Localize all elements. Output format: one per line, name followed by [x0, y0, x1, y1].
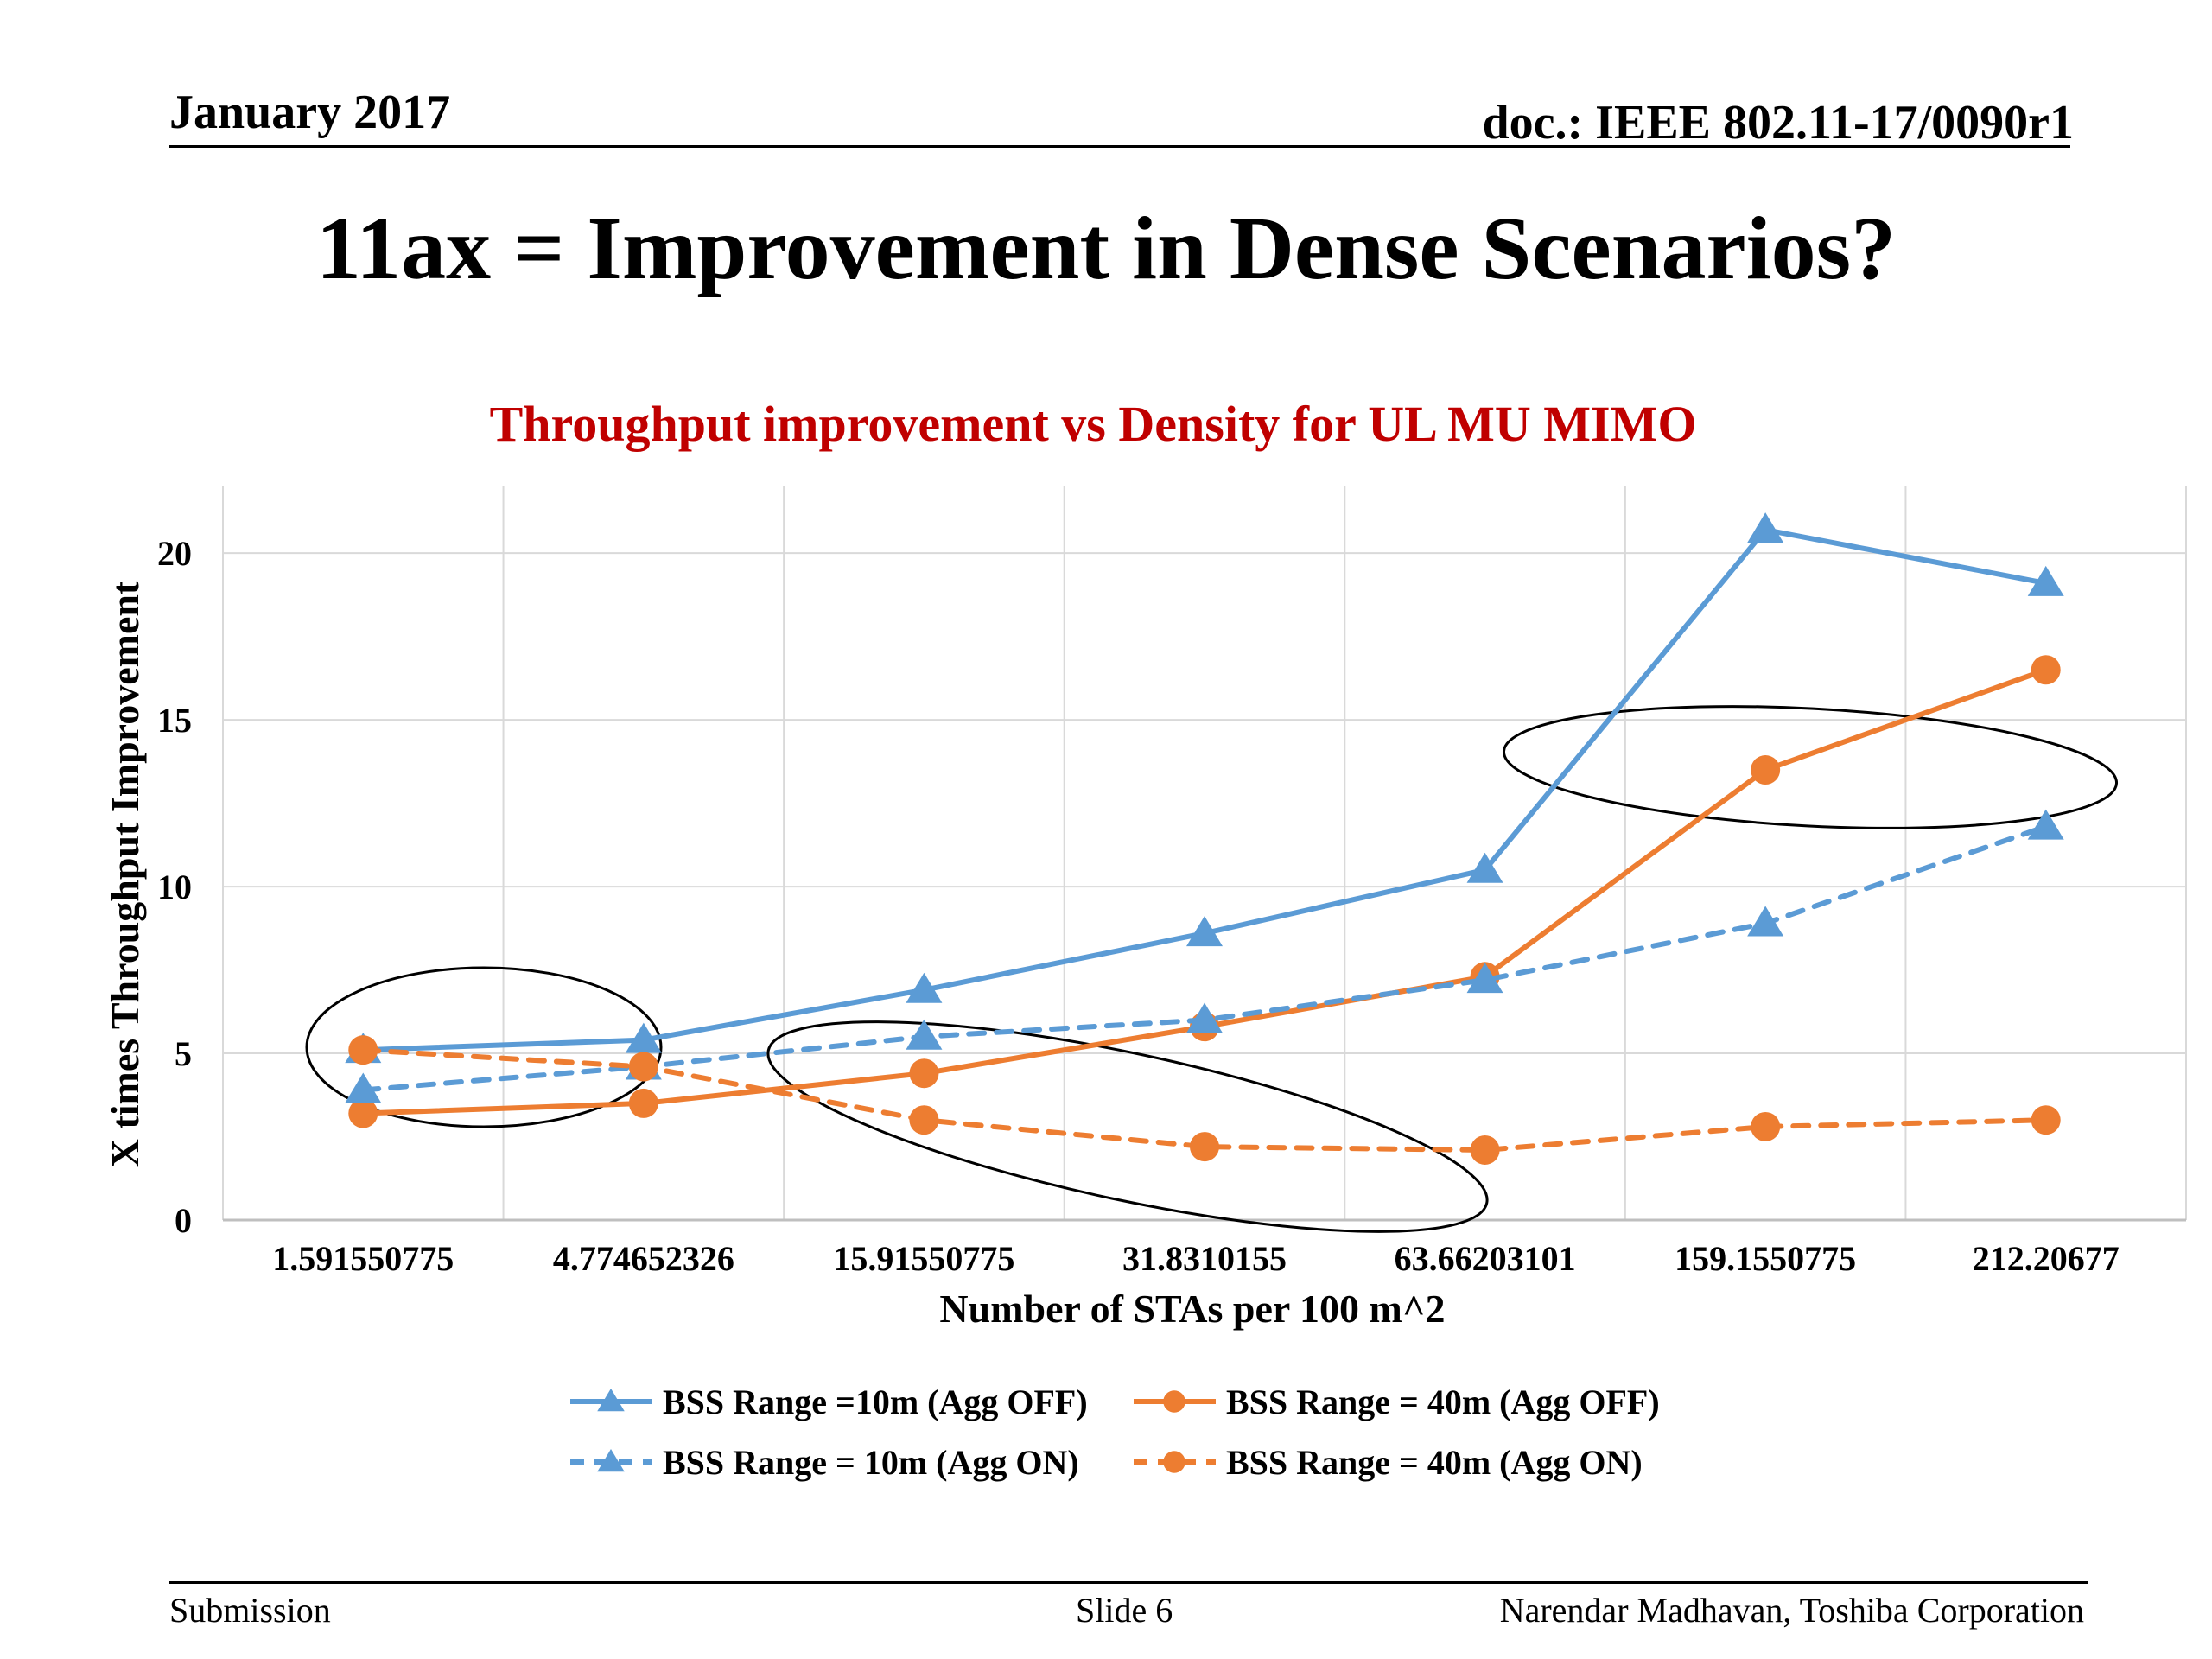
series-2-line: [360, 823, 2049, 1093]
series-2-point-2: [906, 1019, 943, 1050]
annotation-ellipse-mid-density: [766, 1020, 1489, 1233]
x-tick-label-4: 63.66203101: [1395, 1239, 1576, 1278]
chart-legend: BSS Range =10m (Agg OFF) BSS Range = 40m …: [570, 1382, 1660, 1482]
series-0-point-3: [1186, 916, 1223, 947]
series-2: [345, 809, 2064, 1103]
series-3-point-2: [909, 1105, 939, 1135]
y-axis-label: X times Throughput Improvement: [103, 581, 147, 1167]
x-tick-label-3: 31.8310155: [1122, 1239, 1287, 1278]
series-0-line: [360, 527, 2049, 1053]
y-tick-label-3: 15: [157, 701, 192, 740]
series-1-point-5: [1751, 755, 1781, 785]
series-2-point-5: [1747, 906, 1784, 937]
series-1-line: [360, 667, 2049, 1116]
y-tick-label-0: 0: [175, 1201, 192, 1240]
series-1-point-1: [628, 1088, 658, 1118]
legend-label-3: BSS Range = 40m (Agg ON): [1226, 1443, 1643, 1482]
header-date: January 2017: [169, 86, 451, 139]
slide-title: 11ax = Improvement in Dense Scenarios?: [315, 199, 1897, 298]
y-tick-label-4: 20: [157, 534, 192, 573]
x-tick-labels: 1.591550775 4.774652326 15.91550775 31.8310…: [272, 1239, 2119, 1278]
x-axis-label: Number of STAs per 100 m^2: [939, 1287, 1445, 1331]
series-0-point-2: [906, 972, 943, 1003]
series-2-point-4: [1466, 963, 1503, 994]
legend-marker-3: [1163, 1451, 1185, 1473]
series-3: [348, 1035, 2061, 1165]
series-3-point-5: [1751, 1111, 1781, 1141]
x-tick-label-2: 15.91550775: [833, 1239, 1014, 1278]
x-tick-label-6: 212.20677: [1973, 1239, 2120, 1278]
series-3-point-3: [1190, 1132, 1219, 1162]
legend-label-0: BSS Range =10m (Agg OFF): [663, 1382, 1088, 1421]
y-tick-label-2: 10: [157, 868, 192, 906]
series-1: [348, 655, 2061, 1128]
series-2-point-3: [1186, 1002, 1223, 1033]
x-tick-label-1: 4.774652326: [553, 1239, 734, 1278]
legend-label-2: BSS Range = 10m (Agg ON): [663, 1443, 1079, 1482]
series-1-point-6: [2031, 655, 2061, 685]
y-tick-label-1: 5: [175, 1034, 192, 1073]
header-rule: [169, 145, 2070, 148]
chart-series: [345, 512, 2064, 1165]
footer-slide-number: Slide 6: [1076, 1591, 1173, 1630]
series-2-point-0: [345, 1072, 382, 1103]
series-0-point-1: [625, 1022, 662, 1053]
x-tick-label-0: 1.591550775: [272, 1239, 454, 1278]
footer-submission: Submission: [169, 1591, 331, 1630]
chart-title: Throughput improvement vs Density for UL…: [490, 396, 1697, 452]
series-3-point-1: [628, 1052, 658, 1082]
series-0-point-5: [1747, 512, 1784, 543]
annotation-ellipse-low-density: [305, 966, 663, 1128]
series-3-point-6: [2031, 1105, 2061, 1135]
chart-grid: [222, 486, 2187, 1222]
footer-author: Narendar Madhavan, Toshiba Corporation: [1499, 1591, 2084, 1630]
legend-marker-2: [597, 1449, 625, 1472]
series-0-point-4: [1466, 852, 1503, 883]
series-1-point-2: [909, 1058, 939, 1089]
x-tick-label-5: 159.1550775: [1675, 1239, 1856, 1278]
y-tick-labels: 0 5 10 15 20: [157, 534, 192, 1240]
footer-rule: [169, 1581, 2088, 1584]
legend-marker-1: [1163, 1390, 1185, 1413]
series-1-point-0: [348, 1098, 378, 1128]
annotation-ellipses: [305, 705, 2119, 1233]
series-0-point-6: [2027, 565, 2064, 596]
header-doc-id: doc.: IEEE 802.11-17/0090r1: [1482, 96, 2074, 149]
legend-marker-0: [597, 1389, 625, 1412]
series-3-point-4: [1470, 1135, 1500, 1165]
series-0: [345, 512, 2064, 1064]
series-2-point-6: [2027, 809, 2064, 840]
series-3-point-0: [348, 1035, 378, 1065]
annotation-ellipse-high-density: [1502, 705, 2119, 830]
legend-label-1: BSS Range = 40m (Agg OFF): [1226, 1382, 1660, 1421]
